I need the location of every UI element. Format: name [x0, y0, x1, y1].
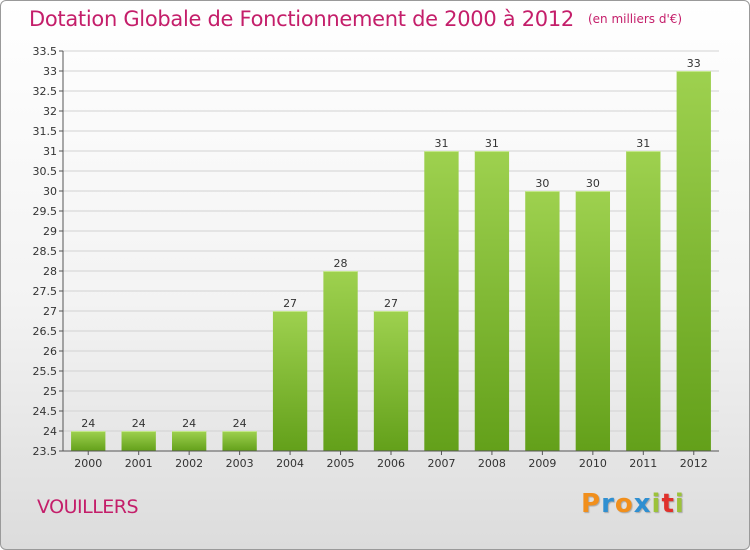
bar [525, 191, 560, 451]
proxiti-logo: Proxiti [581, 489, 685, 519]
y-tick-label: 32.5 [33, 85, 58, 98]
logo-letter: x [633, 489, 652, 519]
y-tick-label: 30 [43, 185, 57, 198]
x-tick-label: 2006 [377, 457, 405, 470]
bar [323, 271, 358, 451]
bar [171, 431, 207, 451]
bars: 24 24 24 24 27 28 27 31 31 30 30 31 33 [71, 57, 711, 451]
data-label: 27 [283, 297, 297, 310]
x-tick-label: 2005 [327, 457, 355, 470]
x-tick-label: 2000 [74, 457, 102, 470]
x-tick-label: 2010 [579, 457, 607, 470]
y-tick-label: 25 [43, 385, 57, 398]
logo-letter: r [601, 489, 615, 519]
logo-letter: o [614, 489, 634, 519]
x-tick-label: 2009 [528, 457, 556, 470]
commune-name: VOUILLERS [37, 496, 139, 518]
y-tick-label: 31 [43, 145, 57, 158]
data-label: 31 [636, 137, 650, 150]
data-label: 31 [485, 137, 499, 150]
x-tick-label: 2007 [427, 457, 455, 470]
y-tick-label: 32 [43, 105, 57, 118]
bar [474, 151, 510, 451]
y-tick-label: 31.5 [33, 125, 58, 138]
y-tick-label: 33.5 [33, 45, 58, 58]
x-tick-label: 2001 [125, 457, 153, 470]
y-tick-label: 27.5 [33, 285, 58, 298]
y-tick-label: 25.5 [33, 365, 58, 378]
y-tick-label: 27 [43, 305, 57, 318]
x-tick-label: 2012 [680, 457, 708, 470]
x-tick-label: 2011 [629, 457, 657, 470]
y-tick-label: 26.5 [33, 325, 58, 338]
x-tick-label: 2004 [276, 457, 304, 470]
data-label: 24 [132, 417, 146, 430]
x-tick-label: 2003 [226, 457, 254, 470]
chart-title: Dotation Globale de Fonctionnement de 20… [29, 7, 574, 31]
bar [272, 311, 308, 451]
bar [575, 191, 611, 451]
bar [121, 431, 156, 451]
data-label: 30 [586, 177, 600, 190]
logo-letter: i [674, 489, 685, 519]
axes: 23.5 24 24.5 25 25.5 26 26.5 27 27.5 28 28.5 29 29.5… [33, 45, 719, 470]
y-tick-label: 23.5 [33, 445, 58, 458]
bar [424, 151, 459, 451]
logo-letter: t [661, 489, 675, 519]
y-tick-label: 33 [43, 65, 57, 78]
y-tick-label: 26 [43, 345, 57, 358]
y-tick-label: 28.5 [33, 245, 58, 258]
data-label: 24 [81, 417, 95, 430]
y-tick-label: 29.5 [33, 205, 58, 218]
y-tick-label: 29 [43, 225, 57, 238]
data-label: 28 [334, 257, 348, 270]
logo-letter: P [581, 489, 602, 519]
bar [676, 71, 711, 451]
data-label: 27 [384, 297, 398, 310]
data-label: 30 [535, 177, 549, 190]
y-tick-label: 24.5 [33, 405, 58, 418]
logo-letter: i [651, 489, 662, 519]
y-tick-label: 24 [43, 425, 57, 438]
x-tick-label: 2008 [478, 457, 506, 470]
y-tick-label: 28 [43, 265, 57, 278]
bar [71, 431, 106, 451]
data-label: 31 [434, 137, 448, 150]
bar [222, 431, 257, 451]
data-label: 24 [233, 417, 247, 430]
data-label: 33 [687, 57, 701, 70]
bar [626, 151, 661, 451]
title-row: Dotation Globale de Fonctionnement de 20… [29, 7, 682, 31]
data-label: 24 [182, 417, 196, 430]
unit-note: (en milliers d'€) [587, 12, 683, 26]
x-tick-label: 2002 [175, 457, 203, 470]
bar [373, 311, 409, 451]
y-tick-label: 30.5 [33, 165, 58, 178]
